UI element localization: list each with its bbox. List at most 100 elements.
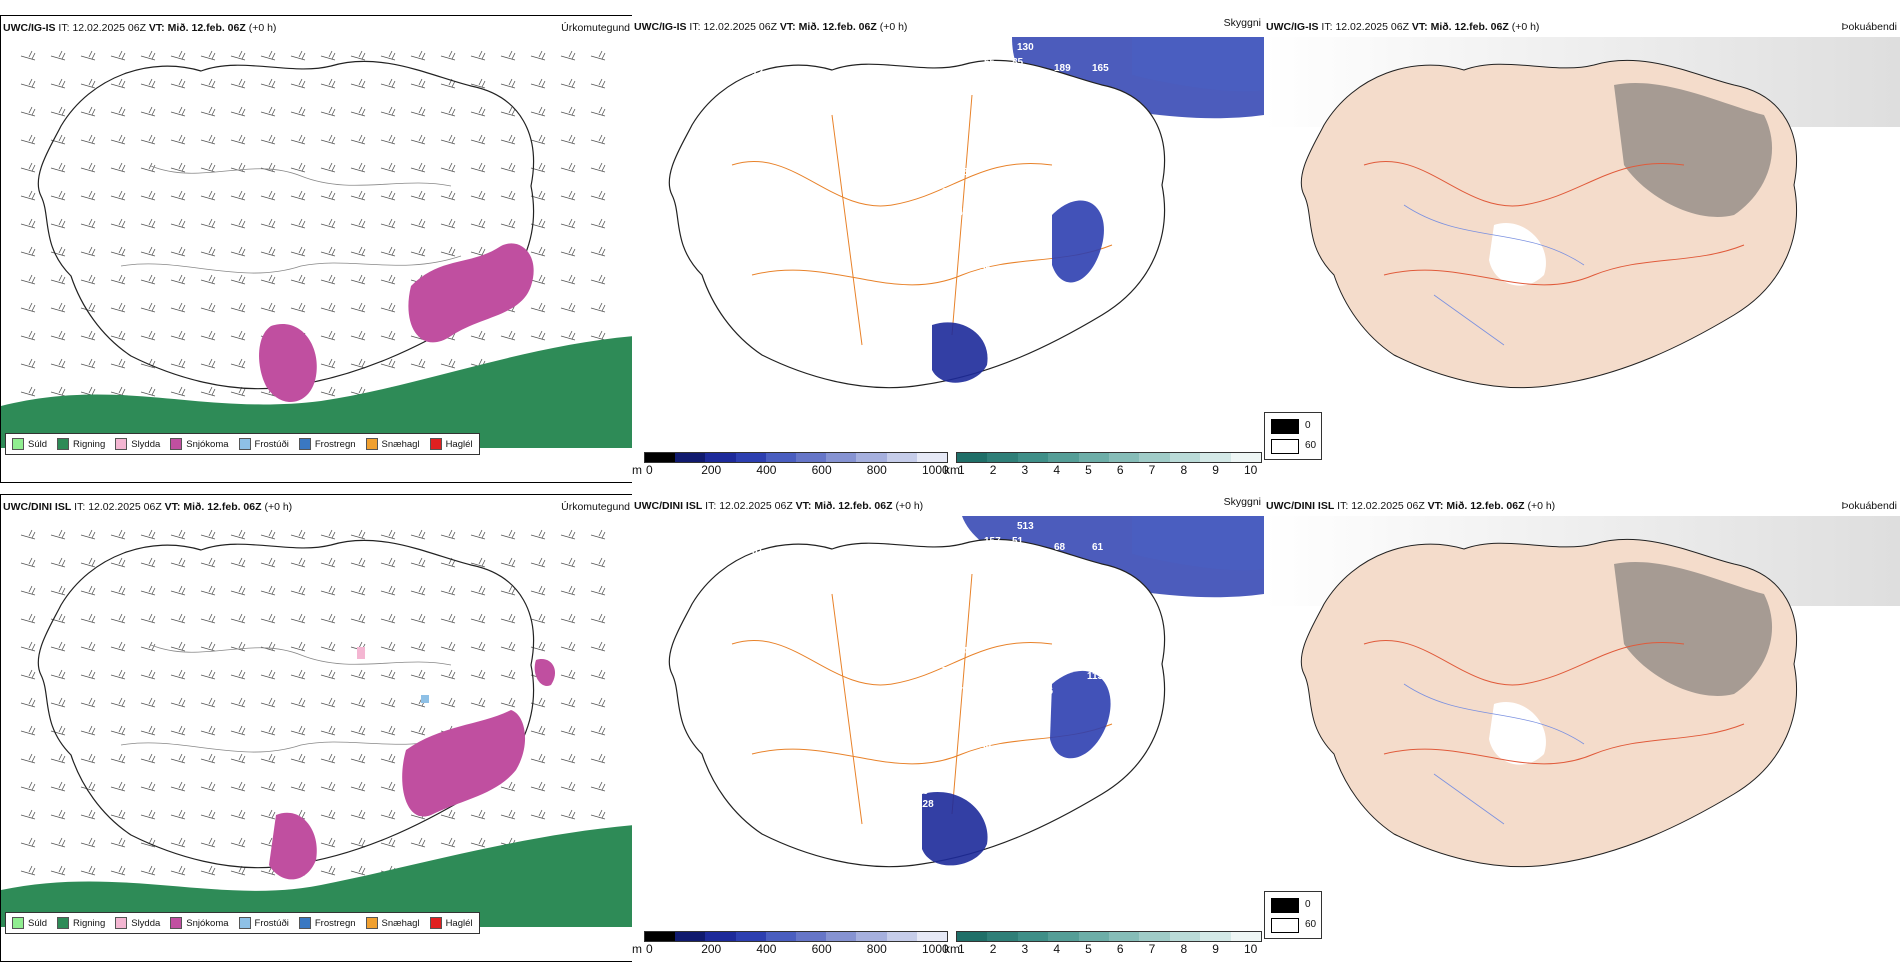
wind-barb <box>320 669 336 680</box>
wind-barb <box>380 246 396 257</box>
wind-barb <box>140 190 156 201</box>
wind-barb <box>230 809 246 820</box>
colorbar-segment <box>987 932 1018 941</box>
wind-barb <box>290 106 306 117</box>
wind-barb <box>380 725 396 736</box>
wind-barb <box>200 557 216 568</box>
wind-barb <box>440 585 456 596</box>
visibility-value: 88 <box>1032 711 1044 722</box>
wind-barb <box>290 753 306 764</box>
colorbar-segment <box>796 453 827 462</box>
wind-barb <box>170 190 186 201</box>
wind-barb <box>440 837 456 848</box>
panel-header: UWC/DINI ISL IT: 12.02.2025 06Z VT: Mið.… <box>1266 500 1556 512</box>
wind-barb <box>230 781 246 792</box>
wind-barb <box>500 106 516 117</box>
wind-barb <box>200 529 216 540</box>
wind-barb <box>140 781 156 792</box>
wind-barb <box>500 134 516 145</box>
visibility-value: 84 <box>957 646 969 657</box>
colorbar-segment <box>1200 453 1231 462</box>
wind-barb <box>170 246 186 257</box>
colorbar-segment <box>916 932 948 941</box>
wind-barb <box>230 246 246 257</box>
wind-barb <box>200 781 216 792</box>
colorbar-segment <box>1230 932 1262 941</box>
wind-barb <box>260 557 276 568</box>
wind-barb <box>110 274 126 285</box>
colorbar-segment <box>1139 932 1170 941</box>
legend-item: Súld <box>12 917 47 929</box>
legend-item: Frostúði <box>238 438 289 450</box>
colorbar-segment <box>1017 932 1049 941</box>
wind-barb <box>200 78 216 89</box>
visibility-value: 113 <box>1087 671 1104 682</box>
wind-barb <box>80 190 96 201</box>
wind-barb <box>50 190 66 201</box>
wind-barb <box>50 162 66 173</box>
legend-item: Snjókoma <box>170 438 229 450</box>
visibility-value: 513 <box>1017 521 1034 532</box>
wind-barb <box>20 557 36 568</box>
legend-swatch <box>429 438 442 450</box>
legend-label: Frostúði <box>254 438 289 450</box>
wind-barb <box>290 613 306 624</box>
wind-barb <box>140 134 156 145</box>
wind-barb <box>590 529 606 540</box>
visibility-value: 53 <box>1052 606 1064 617</box>
wind-barb <box>350 218 366 229</box>
wind-barb <box>350 697 366 708</box>
wind-barb <box>50 557 66 568</box>
wind-barb <box>290 725 306 736</box>
wind-barb <box>320 106 336 117</box>
colorbar-segment <box>1139 453 1170 462</box>
wind-barb <box>320 302 336 313</box>
wind-barb <box>230 529 246 540</box>
visibility-value: 11 <box>932 127 943 138</box>
wind-barb <box>20 106 36 117</box>
wind-barb <box>20 386 36 397</box>
wind-barb <box>410 725 426 736</box>
wind-barb <box>350 725 366 736</box>
wind-barb <box>440 669 456 680</box>
wind-barb <box>170 809 186 820</box>
wind-barb <box>440 190 456 201</box>
wind-barb <box>50 585 66 596</box>
wind-barb <box>200 330 216 341</box>
wind-barb <box>560 50 576 61</box>
visibility-value: 81 <box>752 546 764 557</box>
wind-barb <box>440 218 456 229</box>
visibility-value: 70 <box>942 666 954 677</box>
wind-barb <box>380 753 396 764</box>
precip-map <box>1 529 633 927</box>
wind-barb <box>590 190 606 201</box>
wind-barb <box>530 302 546 313</box>
wind-barb <box>530 613 546 624</box>
colorbar-tick: 5 <box>1085 942 1092 956</box>
wind-barb <box>470 669 486 680</box>
wind-barb <box>20 865 36 876</box>
visibility-value: 85 <box>1012 57 1024 68</box>
wind-barb <box>530 78 546 89</box>
wind-barb <box>140 753 156 764</box>
wind-barb <box>350 529 366 540</box>
visibility-value: 12 <box>752 67 764 78</box>
wind-barb <box>230 697 246 708</box>
wind-barb <box>230 302 246 313</box>
wind-barb <box>140 557 156 568</box>
wind-barb <box>560 218 576 229</box>
colorbar-unit: m <box>632 942 642 956</box>
wind-barb <box>290 246 306 257</box>
panel-type-label: Þokuábendi <box>1841 21 1897 33</box>
wind-barb <box>80 218 96 229</box>
wind-barb <box>80 274 96 285</box>
colorbar-tick: 0 <box>646 463 653 477</box>
wind-barb <box>200 837 216 848</box>
wind-barb <box>500 190 516 201</box>
colorbar-tick: 10 <box>1244 463 1258 477</box>
wind-barb <box>320 809 336 820</box>
colorbar-tick: 10 <box>1244 942 1258 956</box>
wind-barb <box>440 529 456 540</box>
